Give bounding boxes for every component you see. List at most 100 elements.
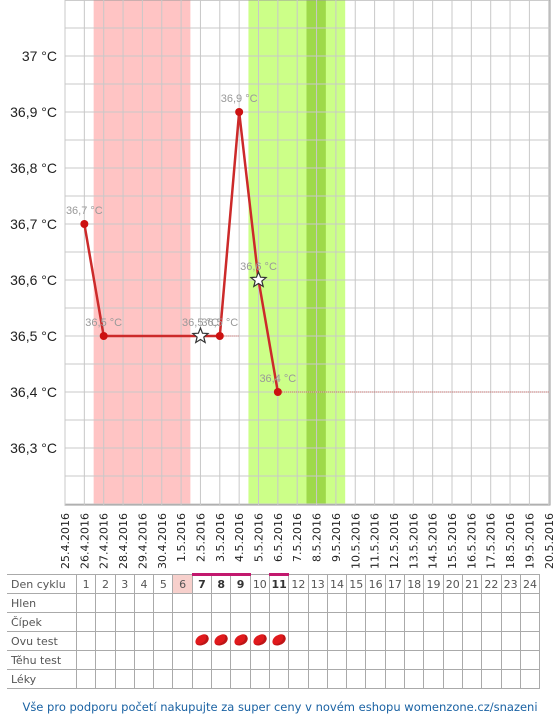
x-tick-label: 29.4.2016 [136,513,149,569]
cycle-day: 16 [365,574,386,594]
table-cell [133,593,155,613]
cycle-day: 1 [75,574,97,594]
table-cell [114,631,135,651]
table-cell [75,593,97,613]
table-cell [75,669,97,689]
table-cell [249,650,270,670]
table-cell [153,631,174,651]
cycle-day: 24 [519,574,541,594]
x-tick-label: 9.5.2016 [330,513,343,562]
y-tick-label: 36,3 °C [10,440,57,456]
cycle-day: 8 [211,573,232,594]
x-tick-label: 15.5.2016 [446,513,459,569]
table-cell [230,669,251,689]
temperature-chart: 36,3 °C 36,4 °C 36,5 °C 36,6 °C 36,7 °C 36,8 … [10,0,556,569]
table-cell [461,669,483,689]
cycle-day: 7 [191,573,213,594]
table-cell [423,612,444,632]
table-cell [346,593,367,613]
data-point [215,332,224,340]
cycle-day: 5 [153,574,174,594]
y-tick-label: 36,8 °C [10,160,57,176]
table-cell [346,631,367,651]
data-label: 36,9 °C [221,93,258,105]
table-cell [365,593,386,613]
x-tick-label: 1.5.2016 [175,513,188,562]
row-label: Čípek [7,612,77,632]
x-tick-label: 26.4.2016 [78,513,91,569]
table-cell [326,669,348,689]
table-cell [133,650,155,670]
ovulation-test-icon [251,632,269,647]
table-cell [288,669,309,689]
table-cell [75,612,97,632]
table-cell [423,593,444,613]
row-label: Těhu test [7,650,77,670]
data-point [235,108,244,116]
table-cell [384,650,406,670]
table-cell [365,631,386,651]
table-cell [519,631,541,651]
table-cell [230,650,251,670]
table-cell [365,650,386,670]
row-cipek: Čípek [7,612,541,632]
y-tick-label: 36,6 °C [10,272,57,288]
table-cell [114,612,135,632]
table-cell [346,650,367,670]
table-cell [268,612,290,632]
table-cell [481,612,502,632]
data-point [80,220,89,228]
data-label: 36,5 °C [85,317,122,329]
table-cell [211,612,232,632]
data-point-star [249,270,268,288]
table-cell [95,669,116,689]
cycle-day: 9 [230,573,251,594]
table-cell [404,669,425,689]
table-cell [384,612,406,632]
table-cell [249,669,270,689]
footer-promo-link[interactable]: Vše pro podporu početí nakupujte za supe… [22,700,538,714]
row-label: Hlen [7,593,77,613]
table-cell [230,593,251,613]
cycle-day: 15 [346,574,367,594]
cycle-day: 12 [288,574,309,594]
table-cell [423,650,444,670]
table-cell [481,650,502,670]
cycle-day: 21 [461,574,483,594]
table-cell [404,631,425,651]
table-cell [365,669,386,689]
table-cell [307,593,328,613]
table-cell [172,650,193,670]
x-tick-label: 30.4.2016 [156,513,169,569]
x-tick-label: 7.5.2016 [291,513,304,562]
table-cell [75,631,97,651]
table-cell [384,669,406,689]
ovulation-test-icon [270,632,288,647]
cycle-day: 2 [95,574,116,594]
row-hlen: Hlen [7,593,541,613]
data-label: 36,7 °C [66,205,103,217]
x-tick-label: 18.5.2016 [504,513,517,569]
x-tick-label: 28.4.2016 [117,513,130,569]
cycle-day: 23 [500,574,521,594]
table-cell [288,612,309,632]
table-cell [288,650,309,670]
data-label: 36,4 °C [259,373,296,385]
table-cell [249,631,270,651]
table-cell [481,669,502,689]
table-cell [153,650,174,670]
table-cell [307,631,328,651]
temperature-series: 36,7 °C36,5 °C 36,5 °C36,5 °C36,9 °C36,6 … [66,93,549,396]
cycle-day: 11 [268,573,290,594]
table-cell [133,669,155,689]
cycle-table: Den cyklu 1 2 3 4 5 6 7 8 9 10 11 12 13 14 15 16 17 18 19 20… [7,573,541,689]
y-tick-label: 37 °C [22,48,57,64]
table-cell [95,593,116,613]
table-cell [346,669,367,689]
table-cell [404,650,425,670]
y-tick-label: 36,7 °C [10,216,57,232]
table-cell [191,631,213,651]
table-cell [500,650,521,670]
table-cell [519,650,541,670]
ovulation-test-icon [193,632,211,647]
